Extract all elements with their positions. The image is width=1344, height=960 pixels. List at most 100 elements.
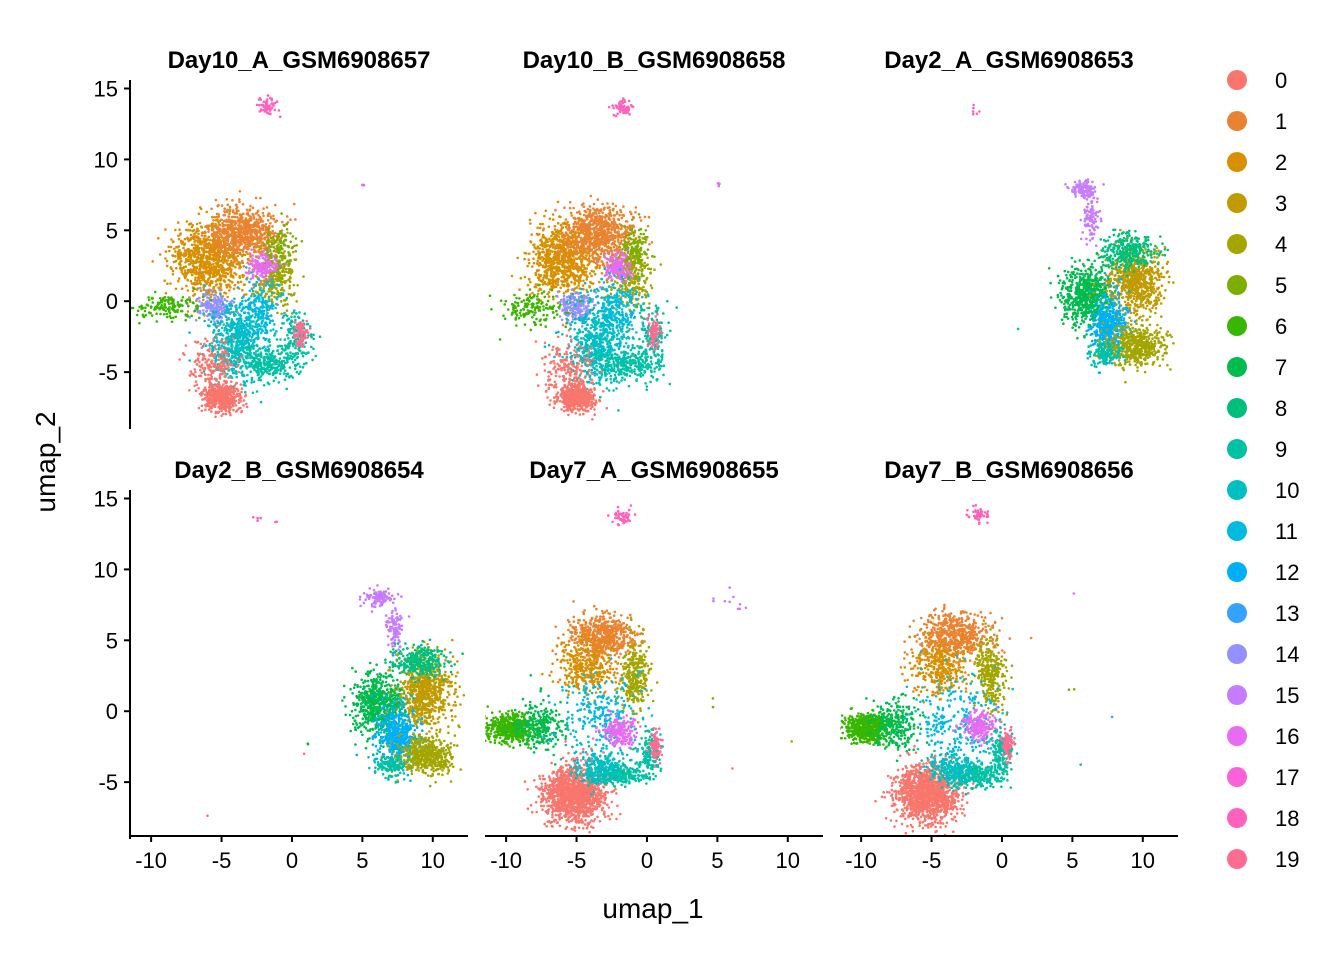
data-point bbox=[201, 253, 205, 257]
data-point bbox=[178, 253, 182, 256]
data-point bbox=[219, 293, 222, 296]
data-point bbox=[275, 371, 278, 375]
data-point bbox=[274, 203, 277, 207]
data-point bbox=[289, 272, 293, 275]
data-point bbox=[273, 257, 277, 261]
data-point bbox=[244, 232, 247, 236]
data-point bbox=[282, 304, 285, 308]
data-point bbox=[158, 297, 162, 300]
data-point bbox=[267, 295, 271, 299]
data-point bbox=[184, 344, 188, 347]
data-point bbox=[278, 262, 282, 266]
data-point bbox=[240, 309, 243, 313]
data-point bbox=[228, 329, 232, 333]
data-point bbox=[247, 311, 250, 315]
data-point bbox=[202, 263, 206, 266]
data-point bbox=[209, 295, 213, 299]
data-point bbox=[223, 214, 226, 217]
data-point bbox=[284, 267, 288, 271]
data-point bbox=[285, 374, 288, 378]
data-point bbox=[276, 345, 280, 348]
data-point bbox=[255, 296, 259, 300]
data-point bbox=[251, 262, 254, 266]
data-point bbox=[238, 266, 241, 270]
data-point bbox=[300, 333, 303, 336]
data-point bbox=[243, 381, 247, 385]
data-point bbox=[277, 295, 280, 298]
data-point bbox=[240, 410, 243, 414]
data-point bbox=[285, 314, 289, 318]
data-point bbox=[180, 270, 184, 274]
data-point bbox=[223, 380, 227, 384]
data-point bbox=[273, 323, 276, 326]
data-point bbox=[204, 337, 207, 341]
data-point bbox=[299, 323, 303, 326]
data-point bbox=[168, 297, 172, 300]
data-point bbox=[238, 244, 242, 247]
cluster-16-points bbox=[244, 248, 288, 286]
data-point bbox=[208, 247, 212, 251]
data-point bbox=[361, 183, 364, 187]
data-point bbox=[293, 367, 297, 371]
data-point bbox=[246, 261, 249, 265]
data-point bbox=[623, 104, 626, 108]
y-tick-label: 0 bbox=[106, 289, 118, 314]
data-point bbox=[288, 280, 292, 284]
data-point bbox=[256, 255, 260, 259]
data-point bbox=[260, 289, 263, 292]
data-point bbox=[244, 224, 248, 228]
data-point bbox=[203, 386, 207, 390]
data-point bbox=[178, 358, 181, 361]
data-point bbox=[195, 272, 198, 276]
data-point bbox=[294, 346, 297, 350]
data-point bbox=[272, 274, 276, 278]
data-point bbox=[271, 349, 275, 353]
data-point bbox=[269, 289, 272, 293]
data-point bbox=[238, 198, 241, 201]
data-point bbox=[204, 377, 207, 381]
data-point bbox=[260, 263, 263, 267]
data-point bbox=[216, 324, 220, 328]
data-point bbox=[230, 363, 234, 367]
data-point bbox=[232, 276, 235, 279]
data-point bbox=[171, 299, 174, 302]
data-point bbox=[235, 318, 239, 321]
data-point bbox=[230, 268, 233, 271]
data-point bbox=[192, 372, 195, 376]
data-point bbox=[292, 342, 296, 345]
data-point bbox=[280, 344, 284, 348]
data-point bbox=[288, 258, 292, 262]
data-point bbox=[235, 372, 238, 375]
data-point bbox=[210, 401, 213, 404]
data-point bbox=[182, 254, 186, 258]
data-point bbox=[278, 260, 282, 263]
data-point bbox=[290, 357, 294, 361]
data-point bbox=[206, 339, 209, 343]
data-point bbox=[246, 257, 250, 261]
data-point bbox=[235, 248, 238, 252]
data-point bbox=[631, 105, 635, 109]
data-point bbox=[149, 306, 153, 309]
data-point bbox=[251, 391, 255, 395]
data-point bbox=[258, 103, 261, 107]
data-point bbox=[151, 297, 154, 300]
data-point bbox=[230, 345, 233, 348]
data-point bbox=[248, 209, 251, 212]
data-point bbox=[176, 310, 179, 314]
data-point bbox=[227, 218, 231, 221]
data-point bbox=[229, 247, 232, 250]
data-point bbox=[306, 322, 309, 326]
data-point bbox=[255, 280, 259, 284]
data-point bbox=[198, 300, 201, 303]
data-point bbox=[285, 387, 289, 391]
data-point bbox=[242, 404, 245, 407]
data-point bbox=[232, 340, 235, 343]
data-point bbox=[238, 392, 241, 396]
data-point bbox=[239, 400, 243, 403]
data-point bbox=[219, 365, 222, 368]
data-point bbox=[213, 233, 217, 236]
data-point bbox=[222, 228, 225, 231]
data-point bbox=[251, 276, 255, 280]
data-point bbox=[206, 260, 209, 263]
data-point bbox=[270, 102, 274, 105]
